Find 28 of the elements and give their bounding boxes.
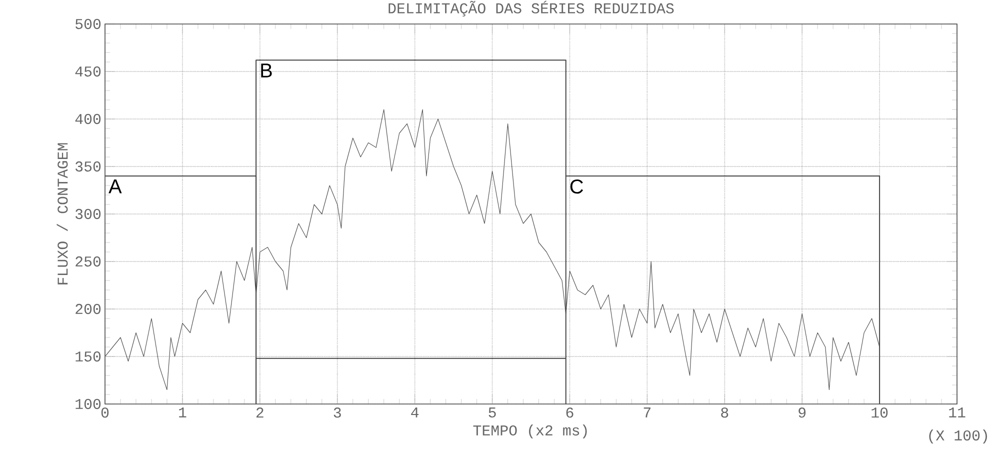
- x-tick-label: 1: [179, 408, 186, 418]
- series-label: B: [261, 64, 272, 78]
- series-label: A: [108, 180, 122, 194]
- y-tick-label: 500: [76, 18, 101, 30]
- x-tick-label: 0: [101, 408, 109, 418]
- x-tick-label: 7: [644, 408, 650, 418]
- x-tick-label: 8: [721, 408, 728, 418]
- x-tick-label: 5: [488, 408, 496, 418]
- y-tick-label: 400: [75, 114, 101, 124]
- y-tick-label: 350: [76, 161, 101, 172]
- x-tick-label: 2: [256, 408, 264, 418]
- series-label: C: [570, 180, 584, 194]
- y-tick-label: 150: [76, 351, 101, 362]
- chart-title: DELIMITAÇÃO DAS SÉRIES REDUZIDAS: [388, 0, 674, 16]
- text: (X 100): [929, 430, 987, 444]
- x-tick-label: 3: [334, 408, 341, 418]
- y-tick-label: 250: [76, 256, 101, 267]
- y-tick-label: 100: [76, 398, 101, 410]
- x-tick-label: 6: [566, 408, 574, 418]
- y-tick-label: 300: [76, 208, 101, 220]
- y-tick-label: 450: [75, 66, 101, 77]
- x-tick-label: 11: [949, 408, 966, 418]
- x-axis-title: TEMPO (x2 ms): [473, 424, 587, 438]
- x-tick-label: 10: [872, 408, 888, 418]
- x-tick-label: 4: [411, 408, 419, 418]
- x-tick-label: 9: [798, 408, 806, 418]
- y-tick-label: 200: [76, 304, 101, 314]
- y-axis-title: FLUXO / CONTAGEM: [56, 143, 68, 284]
